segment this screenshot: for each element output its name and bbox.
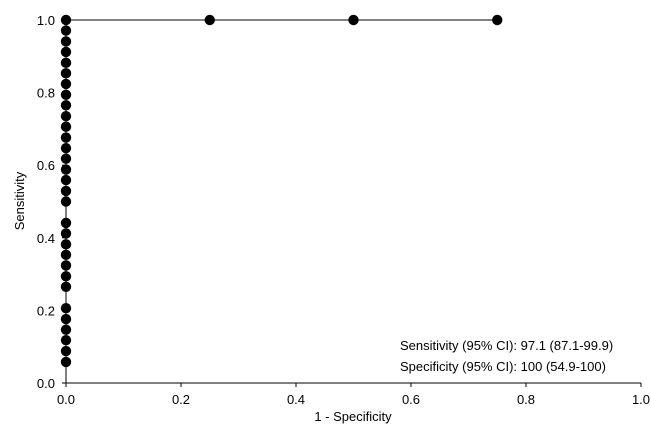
data-point	[60, 174, 72, 186]
x-tick-label: 0.2	[172, 392, 190, 407]
data-point	[60, 46, 72, 58]
x-axis-label: 1 - Specificity	[314, 409, 392, 424]
data-point	[60, 334, 72, 346]
x-tick-label: 0.4	[287, 392, 305, 407]
y-tick-label: 1.0	[37, 13, 55, 28]
data-point	[60, 121, 72, 132]
y-axis-label: Sensitivity	[12, 171, 27, 230]
y-tick-label: 0.0	[37, 376, 55, 391]
data-point	[348, 14, 359, 26]
data-point	[492, 14, 503, 26]
data-points	[60, 14, 503, 368]
y-tick-label: 0.6	[37, 158, 55, 173]
data-point	[60, 196, 72, 207]
data-point	[60, 217, 72, 229]
data-point	[60, 281, 72, 293]
data-point	[60, 153, 72, 164]
annotation-sensitivity: Sensitivity (95% CI): 97.1 (87.1-99.9)	[400, 338, 613, 353]
data-point	[60, 57, 72, 69]
x-tick-label: 0.8	[517, 392, 535, 407]
axes: 0.0 0.2 0.4 0.6 0.8 1.0 0.0 0.2 0.4 0.6 0.8 1.0	[37, 13, 650, 407]
data-point	[60, 313, 72, 325]
data-point	[60, 164, 72, 175]
data-point	[60, 271, 72, 282]
x-tick-label: 0.6	[402, 392, 420, 407]
data-point	[60, 345, 72, 357]
data-point	[204, 14, 215, 26]
data-point	[60, 110, 72, 122]
data-point	[60, 324, 72, 335]
data-point	[60, 249, 72, 261]
data-point	[60, 78, 72, 90]
data-point	[60, 68, 72, 79]
data-point	[60, 142, 72, 154]
data-point	[60, 14, 72, 26]
x-tick-label: 0.0	[57, 392, 75, 407]
y-tick-label: 0.4	[37, 231, 55, 246]
x-tick-label: 1.0	[632, 392, 650, 407]
data-point	[60, 228, 72, 239]
data-point	[60, 36, 72, 47]
annotation-specificity: Specificity (95% CI): 100 (54.9-100)	[400, 359, 606, 374]
data-point	[60, 25, 72, 36]
data-point	[60, 239, 72, 250]
data-point	[60, 356, 72, 368]
data-point	[60, 100, 72, 111]
data-point	[60, 303, 72, 314]
y-tick-label: 0.8	[37, 86, 55, 101]
y-tick-label: 0.2	[37, 303, 55, 318]
data-point	[60, 89, 72, 100]
roc-line	[65, 19, 498, 362]
data-point	[60, 185, 72, 197]
data-point	[60, 260, 72, 271]
data-point	[60, 132, 72, 143]
roc-curve-line	[65, 19, 498, 362]
